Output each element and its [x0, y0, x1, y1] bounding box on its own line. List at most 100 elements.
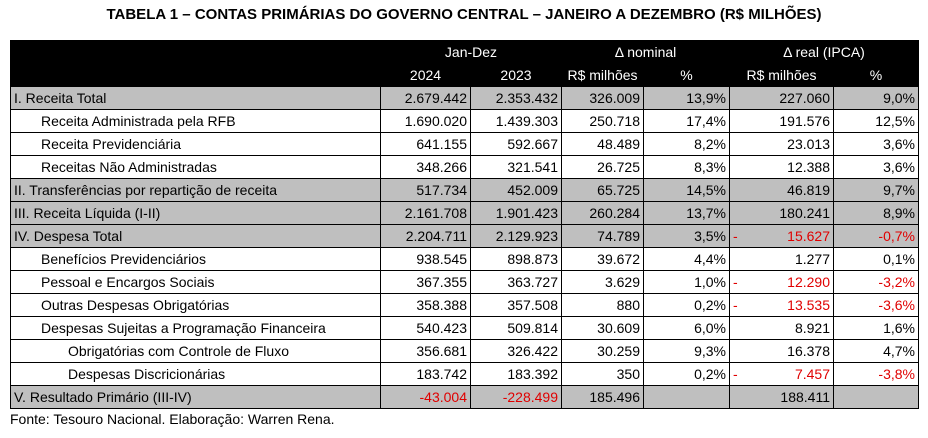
table-cell: 3,6%: [833, 132, 919, 156]
row-label: IV. Despesa Total: [10, 224, 381, 248]
sign: -: [733, 366, 738, 382]
table-title: TABELA 1 – CONTAS PRIMÁRIAS DO GOVERNO C…: [106, 6, 822, 23]
cell-value: 13.535: [787, 297, 830, 313]
table-cell: 2.353.432: [470, 86, 562, 110]
table-cell: -0,7%: [833, 224, 919, 248]
table-cell: 39.672: [561, 247, 644, 271]
footnote: Fonte: Tesouro Nacional. Elaboração: War…: [10, 411, 335, 427]
empty-cell: [833, 385, 919, 409]
table-cell: - 12.290: [729, 270, 834, 294]
table-cell: 30.259: [561, 339, 644, 363]
table-cell: -3,6%: [833, 293, 919, 317]
table-cell: 3,5%: [643, 224, 730, 248]
table-cell: 12.388: [729, 155, 834, 179]
table-cell: - 15.627: [729, 224, 834, 248]
table-row: I. Receita Total 2.679.442 2.353.432 326.00…: [10, 86, 919, 110]
table-cell: 367.355: [380, 270, 471, 294]
sign: -: [733, 297, 738, 313]
empty-cell: [643, 385, 730, 409]
table-cell: 0,1%: [833, 247, 919, 271]
table-cell: 2.679.442: [380, 86, 471, 110]
header-group: Δ nominal: [561, 40, 730, 64]
table-cell: 23.013: [729, 132, 834, 156]
table-cell: 356.681: [380, 339, 471, 363]
table-cell: 2.204.711: [380, 224, 471, 248]
column-header: %: [643, 63, 730, 87]
table-cell: 8.921: [729, 316, 834, 340]
cell-value: 15.627: [787, 228, 830, 244]
table-row: Receita Administrada pela RFB 1.690.020 1.…: [10, 109, 919, 133]
table-cell: 3.629: [561, 270, 644, 294]
table-cell: 3,6%: [833, 155, 919, 179]
header-cell: [10, 40, 381, 64]
table-cell: 1.690.020: [380, 109, 471, 133]
sign: -: [733, 274, 738, 290]
table-cell: 452.009: [470, 178, 562, 202]
table-cell: 0,2%: [643, 362, 730, 386]
table-cell: 8,3%: [643, 155, 730, 179]
table-row: III. Receita Líquida (I-II) 2.161.708 1.90…: [10, 201, 919, 225]
table-cell: 183.392: [470, 362, 562, 386]
row-label: Obrigatórias com Controle de Fluxo: [10, 339, 381, 363]
table-cell: 321.541: [470, 155, 562, 179]
table-cell: 13,9%: [643, 86, 730, 110]
table-cell: 1,0%: [643, 270, 730, 294]
table-row: Receita Previdenciária 641.155 592.667 48.4…: [10, 132, 919, 156]
table-cell: 326.009: [561, 86, 644, 110]
table-cell: -3,8%: [833, 362, 919, 386]
table-row: Despesas Discricionárias 183.742 183.392 35…: [10, 362, 919, 386]
table-row: V. Resultado Primário (III-IV) -43.004 -22…: [10, 385, 919, 409]
table-cell: 358.388: [380, 293, 471, 317]
cell-value: 12.290: [787, 274, 830, 290]
column-header: 2023: [470, 63, 562, 87]
table-cell: 938.545: [380, 247, 471, 271]
table-cell: 509.814: [470, 316, 562, 340]
table-cell: 191.576: [729, 109, 834, 133]
table-cell: 4,4%: [643, 247, 730, 271]
row-label: Despesas Sujeitas a Programação Financei…: [10, 316, 381, 340]
row-label: II. Transferências por repartição de rec…: [10, 178, 381, 202]
row-label: Receita Administrada pela RFB: [10, 109, 381, 133]
row-label: Receitas Não Administradas: [10, 155, 381, 179]
table-cell: -3,2%: [833, 270, 919, 294]
table-cell: 183.742: [380, 362, 471, 386]
table-cell: 46.819: [729, 178, 834, 202]
table-cell: 250.718: [561, 109, 644, 133]
table-cell: 880: [561, 293, 644, 317]
table-cell: 185.496: [561, 385, 644, 409]
column-header: 2024: [380, 63, 471, 87]
table-cell: 188.411: [729, 385, 834, 409]
table-cell: 4,7%: [833, 339, 919, 363]
table-cell: 363.727: [470, 270, 562, 294]
table-row: Despesas Sujeitas a Programação Financei…: [10, 316, 919, 340]
table-cell: 1.277: [729, 247, 834, 271]
table-cell: 1,6%: [833, 316, 919, 340]
row-label: I. Receita Total: [10, 86, 381, 110]
table-cell: 180.241: [729, 201, 834, 225]
table-cell: 898.873: [470, 247, 562, 271]
row-label: Receita Previdenciária: [10, 132, 381, 156]
table-cell: 26.725: [561, 155, 644, 179]
table-cell: 517.734: [380, 178, 471, 202]
table-cell: 227.060: [729, 86, 834, 110]
table-cell: - 13.535: [729, 293, 834, 317]
table-cell: 74.789: [561, 224, 644, 248]
table-cell: 14,5%: [643, 178, 730, 202]
table-cell: 540.423: [380, 316, 471, 340]
table-cell: 6,0%: [643, 316, 730, 340]
table-row: Pessoal e Encargos Sociais 367.355 363.727…: [10, 270, 919, 294]
table-row: Receitas Não Administradas 348.266 321.541…: [10, 155, 919, 179]
table-cell: 30.609: [561, 316, 644, 340]
table-cell: 1.901.423: [470, 201, 562, 225]
table-cell: 592.667: [470, 132, 562, 156]
table-cell: -228.499: [470, 385, 562, 409]
table-cell: 8,2%: [643, 132, 730, 156]
row-label: V. Resultado Primário (III-IV): [10, 385, 381, 409]
table-cell: 326.422: [470, 339, 562, 363]
table-cell: - 7.457: [729, 362, 834, 386]
table-cell: 12,5%: [833, 109, 919, 133]
table-row: IV. Despesa Total 2.204.711 2.129.923 74.78…: [10, 224, 919, 248]
table-cell: 2.161.708: [380, 201, 471, 225]
table-cell: 9,0%: [833, 86, 919, 110]
